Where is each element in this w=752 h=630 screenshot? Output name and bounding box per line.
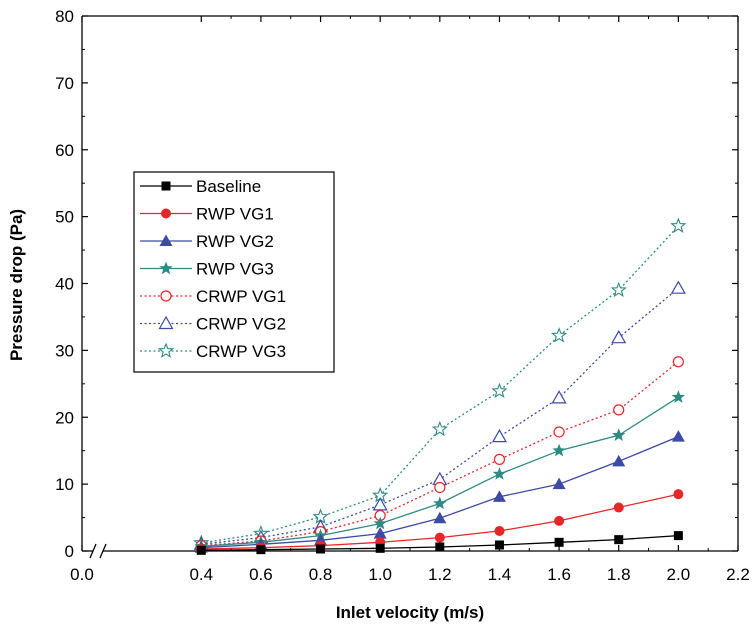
legend-item: Baseline (140, 177, 261, 196)
x-tick-label: 1.8 (607, 565, 631, 584)
series-line (201, 396, 679, 547)
legend-swatch-marker (157, 342, 175, 358)
data-point (673, 531, 683, 541)
data-point (613, 404, 625, 416)
data-point (373, 527, 387, 539)
y-tick-label: 80 (55, 7, 74, 26)
data-point (553, 426, 565, 438)
data-point (671, 390, 685, 403)
data-point (551, 390, 567, 404)
data-point (433, 511, 447, 524)
data-point (612, 428, 626, 441)
data-point (673, 489, 684, 500)
data-point (316, 544, 326, 554)
legend-label: RWP VG3 (196, 260, 274, 279)
data-point (196, 545, 206, 555)
legend-label: CRWP VG3 (196, 342, 286, 361)
data-point (554, 515, 565, 526)
data-point (431, 420, 448, 437)
data-point (435, 542, 445, 552)
legend-label: CRWP VG1 (196, 287, 286, 306)
legend-item: RWP VG1 (140, 205, 274, 224)
data-point (434, 532, 445, 543)
data-point (610, 281, 627, 298)
data-point (611, 329, 627, 344)
series-layer (193, 217, 687, 555)
data-point (554, 537, 564, 547)
legend-label: Baseline (196, 177, 261, 196)
legend-swatch-marker (161, 181, 171, 191)
legend-swatch-marker (159, 261, 173, 275)
data-point (433, 496, 447, 510)
x-tick-label: 0.0 (70, 565, 94, 584)
data-point (434, 481, 446, 494)
data-point (612, 454, 626, 467)
data-point (492, 467, 507, 480)
y-tick-label: 70 (55, 74, 74, 93)
data-point (670, 280, 686, 294)
x-tick-label: 0.4 (189, 565, 213, 584)
x-tick-label: 2.2 (726, 565, 750, 584)
x-axis-title: Inlet velocity (m/s) (336, 603, 484, 622)
axes: 0 10 20 30 40 50 60 70 80 0.0 0.4 0.6 0.8 1.0 1.2 1.4 1.… (55, 7, 750, 584)
data-point (552, 443, 566, 457)
data-point (256, 545, 266, 555)
x-tick-label: 0.6 (249, 565, 273, 584)
data-point (671, 430, 685, 442)
legend-label: RWP VG1 (196, 205, 274, 224)
series-rwp-vg3 (194, 390, 685, 552)
legend-item: CRWP VG1 (140, 287, 286, 306)
legend-item: CRWP VG3 (140, 342, 286, 361)
x-tick-label: 1.6 (547, 565, 571, 584)
y-tick-label: 40 (55, 275, 74, 294)
legend: Baseline RWP VG1 RWP VG2 RWP VG3 CRWP VG1 CRW… (133, 171, 335, 373)
axis-break-mark (89, 543, 97, 559)
data-point (670, 217, 687, 233)
data-point (491, 428, 507, 443)
x-tick-label: 1.2 (428, 565, 452, 584)
y-tick-label: 10 (55, 475, 74, 494)
axis-break-mark (99, 543, 107, 559)
x-tick-label: 0.8 (309, 565, 333, 584)
x-tick-label: 1.0 (368, 565, 392, 584)
legend-item: RWP VG3 (140, 260, 274, 279)
data-point (375, 543, 385, 553)
legend-item: CRWP VG2 (140, 315, 286, 334)
x-tick-label: 1.4 (488, 565, 512, 584)
legend-swatch-marker (158, 315, 174, 330)
legend-swatch-marker (161, 208, 171, 219)
legend-swatch-marker (159, 234, 173, 246)
legend-swatch-marker (160, 290, 172, 302)
data-point (494, 540, 504, 550)
data-point (494, 525, 505, 536)
data-point (614, 535, 624, 545)
legend-label: CRWP VG2 (196, 315, 286, 334)
y-tick-label: 60 (55, 141, 74, 160)
data-point (493, 453, 506, 465)
data-point (672, 356, 684, 368)
data-point (552, 477, 566, 490)
y-tick-label: 0 (65, 542, 74, 561)
data-point (613, 502, 624, 513)
x-tick-label: 2.0 (667, 565, 691, 584)
data-point (492, 490, 506, 502)
data-point (372, 497, 388, 511)
series-baseline (196, 531, 683, 555)
y-axis-title: Pressure drop (Pa) (7, 209, 26, 361)
y-tick-label: 50 (55, 208, 74, 227)
legend-item: RWP VG2 (140, 232, 274, 251)
data-point (550, 327, 568, 343)
data-point (491, 382, 508, 399)
legend-label: RWP VG2 (196, 232, 274, 251)
data-point (373, 516, 387, 530)
series-crwp-vg2 (193, 280, 686, 550)
y-tick-label: 30 (55, 341, 74, 360)
y-tick-label: 20 (55, 408, 74, 427)
